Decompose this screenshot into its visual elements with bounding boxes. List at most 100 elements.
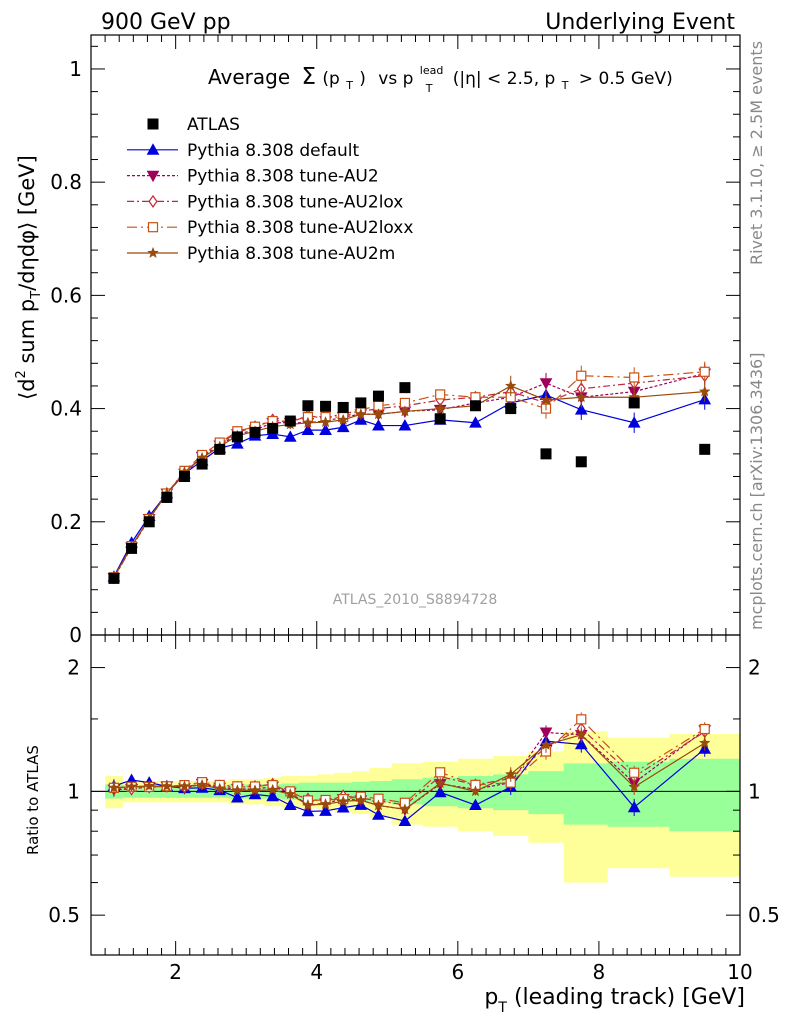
header-right: Underlying Event [545, 10, 735, 35]
series-4-ratio-point [434, 776, 447, 789]
series-4-ratio-point [540, 738, 552, 750]
atlas-data-point [540, 448, 552, 460]
main-y-tick-label: 0.2 [50, 510, 82, 534]
ratio-y-tick-label: 0.5 [48, 903, 80, 927]
series-4-ratio-point [628, 780, 641, 793]
series-4-ratio-point [469, 785, 482, 797]
header-left: 900 GeV pp [101, 10, 231, 35]
series-4-ratio-point [575, 728, 588, 740]
title-prefix: Average [208, 65, 290, 89]
series-4-main-point [354, 408, 367, 420]
series-4-ratio-point [284, 787, 297, 800]
series-4-ratio-point [213, 782, 226, 794]
series-0-ratio-point [372, 808, 385, 820]
ratio-ylabel: Ratio to ATLAS [24, 745, 42, 855]
ylabel-p3: /dηdφ⟩ [GeV] [15, 155, 39, 291]
x-tick-label: 10 [727, 960, 752, 984]
atlas-data-point [337, 401, 349, 413]
series-3-ratio-point [699, 723, 710, 735]
atlas-data-point [249, 426, 261, 438]
analysis-watermark: ATLAS_2010_S8894728 [333, 592, 498, 608]
series-0-main-point [336, 420, 350, 433]
series-4-main-line [113, 385, 705, 578]
atlas-data-point [143, 516, 155, 528]
main-y-tick-label: 0.4 [50, 397, 82, 421]
atlas-data-point [575, 456, 587, 468]
atlas-data-point [399, 382, 411, 394]
legend-label: ATLAS [187, 115, 240, 135]
title-sigma: Σ [302, 64, 317, 90]
atlas-data-point [267, 422, 279, 434]
atlas-data-point [628, 397, 640, 409]
title-cut-close: > 0.5 GeV) [579, 69, 673, 89]
x-tick-label: 6 [451, 960, 464, 984]
atlas-data-point [302, 400, 314, 412]
series-0-ratio-point [627, 800, 641, 813]
series-0-main-point [372, 419, 385, 431]
series-0-main-point [574, 403, 588, 415]
series-4-ratio-point [143, 779, 156, 792]
series-0-main-point [319, 423, 332, 435]
atlas-data-point [505, 403, 517, 415]
series-4-ratio-point [266, 783, 279, 795]
legend-label: Pythia 8.308 tune-AU2loxx [187, 218, 413, 238]
legend-marker [147, 246, 159, 259]
series-4-ratio-point [337, 795, 350, 807]
atlas-data-point [372, 390, 384, 402]
title-lead-sup: lead [420, 64, 444, 77]
series-0-main-point [627, 416, 641, 428]
series-4-main-point [575, 391, 588, 403]
mcplots-label: mcplots.cern.ch [arXiv:1306.3436] [747, 353, 766, 630]
series-0-ratio-point [266, 789, 279, 802]
series-3-main-point [699, 366, 710, 377]
series-4-ratio-point [231, 784, 244, 796]
ratio-y-tick-label-right: 2 [748, 656, 761, 680]
series-3-main-point [576, 370, 587, 381]
series-4-ratio-point [319, 797, 332, 810]
main-panel [107, 361, 712, 585]
series-0-main-line [113, 394, 705, 577]
series-0-main-point [301, 423, 315, 435]
series-4-ratio-point [504, 768, 517, 780]
atlas-data-point [161, 491, 173, 503]
series-0-ratio-point [433, 785, 447, 798]
series-4-ratio-point [354, 794, 367, 806]
series-4-main-point [302, 416, 314, 428]
series-4-main-point [319, 415, 332, 428]
series-4-ratio-point [108, 781, 120, 793]
series-0-ratio-point [469, 798, 482, 810]
series-3-main-point [435, 389, 446, 400]
xlabel-p: p [484, 985, 498, 1010]
legend-marker [146, 170, 160, 183]
ratio-band-green [105, 758, 740, 832]
main-ylabel: ⟨d2 sum pT/dηdφ⟩ [GeV] [14, 155, 44, 400]
main-y-tick-label: 0 [69, 623, 82, 647]
series-4-ratio-point [302, 798, 314, 811]
series-4-main-point [399, 405, 411, 417]
title-t-sub: T [425, 82, 433, 95]
ylabel-sup2: 2 [14, 370, 29, 378]
series-0-ratio-point [398, 814, 412, 826]
title-cut-t-sub: T [561, 79, 569, 92]
series-0-ratio-point [283, 798, 297, 810]
x-tick-label: 8 [593, 960, 606, 984]
series-0-main-point [398, 419, 412, 431]
title-vs: vs p [378, 69, 413, 89]
atlas-data-point [434, 413, 446, 425]
atlas-data-point [231, 431, 243, 443]
legend-label: Pythia 8.308 tune-AU2m [187, 244, 395, 264]
series-1-main-point [539, 378, 553, 390]
ratio-y-tick-label-right: 0.5 [748, 903, 780, 927]
x-axis-label: pT (leading track) [GeV] [484, 985, 745, 1016]
series-4-ratio-point [178, 780, 191, 792]
atlas-data-point [355, 397, 367, 409]
series-3-ratio-point [629, 767, 640, 778]
ylabel-p2: sum p [15, 299, 39, 370]
ratio-y-tick-label: 1 [67, 779, 80, 803]
series-4-main-point [372, 408, 385, 420]
legend-label: Pythia 8.308 default [187, 141, 360, 161]
atlas-data-point [320, 400, 332, 412]
series-0-main-point [283, 430, 297, 442]
atlas-data-point [469, 400, 481, 412]
